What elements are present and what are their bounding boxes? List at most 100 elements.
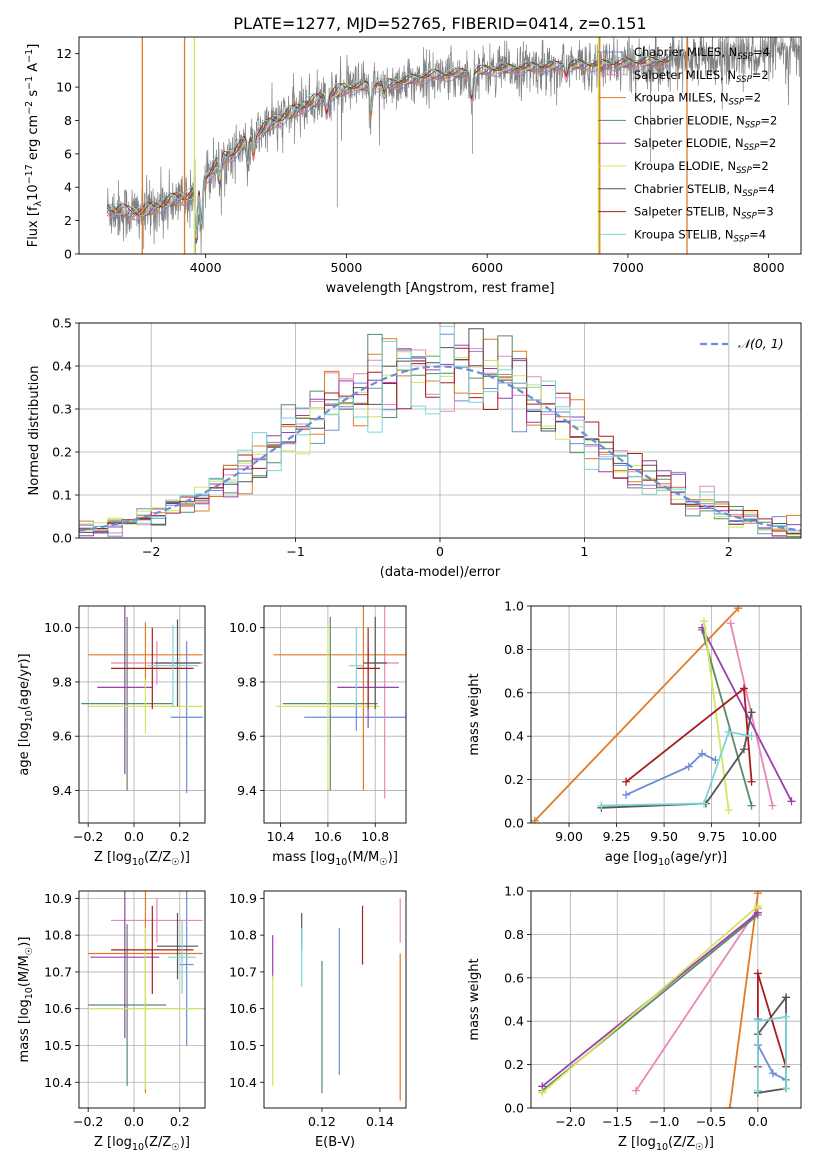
weight_vs_age-marker: [622, 790, 631, 799]
age_vs_Z-xtick-label: −0.2: [73, 829, 103, 844]
age_vs_mass-ytick-label: 9.4: [237, 783, 257, 798]
residuals-frame: [78, 322, 802, 539]
weight_vs_Z-marker: [632, 1086, 640, 1095]
spectrum-legend-label: Salpeter ELODIE, NSSP=2: [634, 136, 776, 153]
mass_vs_ebv-ytick-label: 10.9: [229, 891, 257, 906]
weight_vs_age-marker: [734, 606, 743, 613]
weight_vs_age-ytick-label: 1.0: [504, 599, 524, 614]
weight_vs_age-ytick-label: 0.8: [504, 642, 524, 657]
spectrum-ytick-label: 2: [64, 213, 72, 228]
weight_vs_Z-marker: [753, 969, 762, 978]
spectrum-legend-label: Salpeter MILES, NSSP=2: [634, 68, 769, 85]
spectrum-legend-label: Kroupa STELIB, NSSP=4: [634, 227, 766, 244]
residuals-xtick-label: 0: [436, 544, 444, 559]
mass_vs_Z-xtick-label: 0.0: [124, 1114, 144, 1129]
age_vs_Z-ytick-label: 10.0: [44, 620, 72, 635]
weight_vs_age-marker: [747, 708, 756, 717]
spectrum-xtick-label: 5000: [331, 260, 363, 275]
age_vs_mass-xlabel: mass [log10(M/M☉)]: [272, 850, 398, 868]
weight_vs_age-xtick-label: 9.50: [650, 829, 678, 844]
weight_vs_age-line: [701, 629, 753, 806]
weight_vs_age-ytick-label: 0.4: [504, 729, 524, 744]
age_vs_mass-frame: [263, 605, 407, 824]
residuals-xtick-label: 1: [580, 544, 588, 559]
spectrum-ytick-label: 8: [64, 113, 72, 128]
spectrum-legend-label: Chabrier MILES, NSSP=4: [634, 45, 770, 62]
spectrum-xtick-label: 4000: [190, 260, 222, 275]
residuals-ytick-label: 0.3: [52, 402, 72, 417]
weight_vs_Z-marker: [782, 1084, 790, 1093]
residuals-xtick-label: −1: [286, 544, 304, 559]
weight_vs_Z-line: [635, 907, 759, 1092]
mass_vs_ebv-xtick-label: 0.12: [308, 1114, 336, 1129]
age_vs_mass-ytick-label: 9.8: [237, 674, 257, 689]
weight_vs_Z-line: [757, 1015, 787, 1091]
residuals-xtick-label: −2: [142, 544, 160, 559]
mass_vs_ebv-ytick-label: 10.7: [229, 964, 257, 979]
age_vs_Z-ytick-label: 9.8: [52, 674, 72, 689]
age_vs_mass-xtick-label: 10.4: [267, 829, 295, 844]
residuals-ytick-label: 0.4: [52, 359, 72, 374]
residuals-xtick-label: 2: [725, 544, 733, 559]
age_vs_mass-xtick-label: 10.6: [314, 829, 342, 844]
weight_vs_Z-marker: [753, 1017, 762, 1026]
mass_vs_ebv-xlabel: E(B-V): [315, 1135, 355, 1150]
axes-layer: 4000 5000 6000 7000 8000024681012wavelength …: [17, 36, 802, 1153]
spectrum-model-chabrier-elodie: [106, 59, 671, 245]
spectrum-legend-label: Salpeter STELIB, NSSP=3: [634, 205, 774, 222]
weight_vs_age-marker: [787, 797, 796, 806]
spectrum-ytick-label: 10: [56, 80, 72, 95]
weight_vs_age-line: [625, 752, 716, 796]
weight_vs_age-ytick-label: 0.0: [504, 816, 524, 831]
age_vs_mass-ytick-label: 9.6: [237, 729, 257, 744]
weight_vs_Z-marker: [725, 1104, 734, 1108]
weight_vs_age-marker: [698, 749, 707, 758]
weight_vs_age-ylabel: mass weight: [467, 673, 482, 755]
mass_vs_Z-frame: [78, 890, 206, 1109]
spectrum-legend-label: Chabrier STELIB, NSSP=4: [634, 182, 775, 199]
residuals-ytick-label: 0.0: [52, 531, 72, 546]
mass_vs_Z-xtick-label: 0.2: [170, 1114, 190, 1129]
weight_vs_age-marker: [597, 801, 606, 810]
weight_vs_Z-xlabel: Z [log10(Z/Z☉)]: [618, 1135, 714, 1153]
spectrum-ylabel: Flux [fλ10−17 erg cm−2 s−1 A−1]: [24, 44, 44, 248]
spectrum-ytick-label: 4: [64, 180, 72, 195]
weight_vs_age-marker: [700, 617, 709, 626]
weight_vs_age-marker: [700, 799, 709, 808]
weight_vs_Z-line: [541, 905, 759, 1094]
mass_vs_Z-xlabel: Z [log10(Z/Z☉)]: [94, 1135, 190, 1153]
mass_vs_Z-ytick-label: 10.4: [44, 1075, 72, 1090]
weight_vs_Z-ytick-label: 0.6: [504, 970, 524, 985]
weight_vs_Z-ylabel: mass weight: [467, 958, 482, 1040]
weight_vs_Z-marker: [782, 993, 790, 1002]
weight_vs_age-marker: [726, 619, 735, 628]
weight_vs_Z-marker: [538, 1088, 547, 1097]
weight_vs_Z-xtick-label: −1.0: [649, 1114, 679, 1129]
normal-curve: [79, 365, 801, 532]
weight_vs_age-xtick-label: 9.75: [698, 829, 726, 844]
weight_vs_age-line: [601, 730, 752, 807]
weight_vs_Z-ytick-label: 0.2: [504, 1057, 524, 1072]
spectrum-xlabel: wavelength [Angstrom, rest frame]: [326, 281, 555, 296]
weight_vs_age-marker: [747, 777, 756, 786]
mass_vs_Z-plot-area: [88, 891, 203, 1094]
spectrum-model-kroupa-stelib: [106, 54, 671, 234]
spectrum-legend-label: Kroupa ELODIE, NSSP=2: [634, 159, 769, 176]
spectrum-xtick-label: 8000: [753, 260, 785, 275]
weight_vs_age-marker: [724, 805, 733, 814]
weight_vs_age-marker: [622, 777, 631, 786]
weight_vs_age-marker: [724, 727, 733, 736]
weight_vs_Z-plot-area: [538, 891, 790, 1108]
weight_vs_age-frame: [530, 605, 802, 824]
mass_vs_ebv-ytick-label: 10.8: [229, 928, 257, 943]
weight_vs_age-line: [703, 621, 730, 811]
residuals-ylabel: Normed distribution: [27, 366, 42, 496]
mass_vs_ebv-ytick-label: 10.4: [229, 1075, 257, 1090]
weight_vs_Z-line: [728, 893, 759, 1108]
weight_vs_Z-ytick-label: 0.4: [504, 1014, 524, 1029]
weight_vs_Z-marker: [782, 1012, 790, 1021]
weight_vs_Z-marker: [753, 902, 762, 911]
weight_vs_age-xlabel: age [log10(age/yr)]: [605, 850, 727, 868]
age_vs_Z-ytick-label: 9.4: [52, 783, 72, 798]
